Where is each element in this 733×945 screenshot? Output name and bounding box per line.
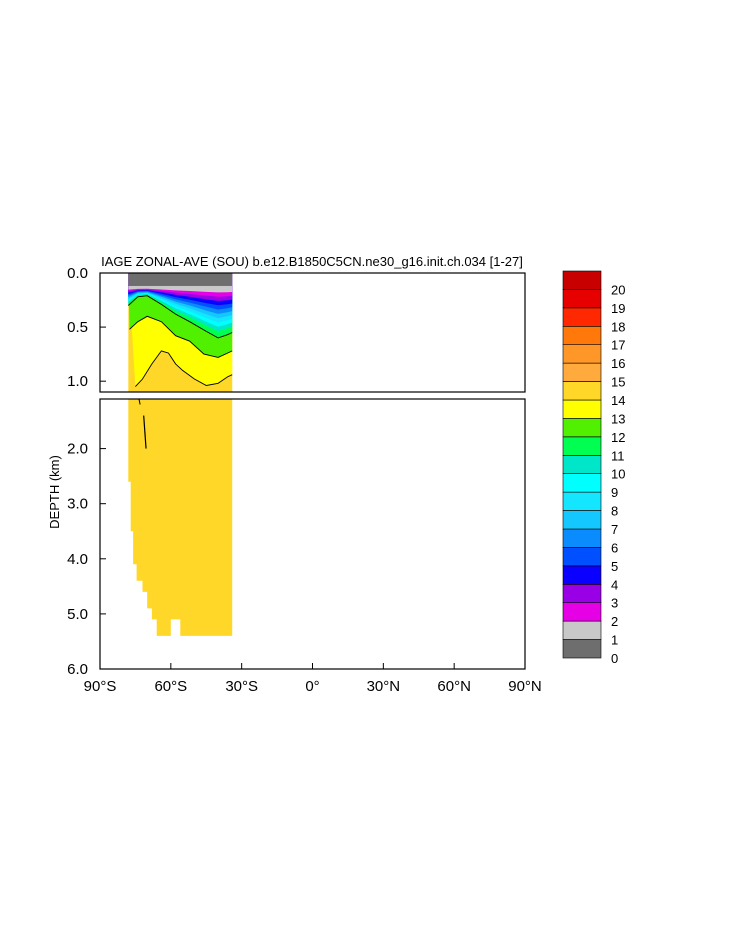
x-axis-ticks: 90°S 60°S 30°S 0° 30°N 60°N 90°N bbox=[84, 663, 542, 695]
colorbar-label: 13 bbox=[611, 411, 625, 426]
colorbar-label: 14 bbox=[611, 393, 625, 408]
colorbar-label: 1 bbox=[611, 633, 618, 648]
colorbar-swatch bbox=[562, 565, 602, 585]
bottom-contour-streak bbox=[138, 398, 141, 405]
colorbar-label: 7 bbox=[611, 522, 618, 537]
colorbar-label: 9 bbox=[611, 485, 618, 500]
colorbar-swatch bbox=[562, 639, 602, 659]
colorbar-swatch bbox=[562, 436, 602, 456]
x-tick-label: 60°N bbox=[437, 678, 471, 695]
y-tick-label: 3.0 bbox=[67, 496, 88, 513]
colorbar-label: 16 bbox=[611, 356, 625, 371]
colorbar-swatch bbox=[562, 547, 602, 567]
y-tick-label: 4.0 bbox=[67, 551, 88, 568]
colorbar-swatch bbox=[562, 473, 602, 493]
x-tick-label: 90°N bbox=[508, 678, 542, 695]
contour-line-13 bbox=[129, 315, 233, 358]
colorbar-swatch bbox=[562, 289, 602, 309]
bottom-contour-streak bbox=[143, 415, 147, 449]
colorbar-swatch bbox=[562, 344, 602, 364]
colorbar-swatch bbox=[562, 362, 602, 382]
y-tick-label: 5.0 bbox=[67, 606, 88, 623]
bottom-panel bbox=[99, 398, 526, 670]
colorbar-swatch bbox=[562, 528, 602, 548]
y-tick-label: 2.0 bbox=[67, 441, 88, 458]
colorbar-label: 15 bbox=[611, 375, 625, 390]
colorbar-label: 3 bbox=[611, 596, 618, 611]
x-tick-label: 30°N bbox=[367, 678, 401, 695]
contour-line-14 bbox=[135, 350, 233, 387]
colorbar-label: 20 bbox=[611, 282, 625, 297]
colorbar-label: 18 bbox=[611, 319, 625, 334]
colorbar-swatch bbox=[562, 399, 602, 419]
x-tick-label: 0° bbox=[305, 678, 319, 695]
colorbar-label: 17 bbox=[611, 338, 625, 353]
y-tick-label: 0.0 bbox=[67, 265, 88, 282]
colorbar-label: 6 bbox=[611, 540, 618, 555]
x-tick-label: 30°S bbox=[225, 678, 258, 695]
x-tick-label: 90°S bbox=[84, 678, 117, 695]
bottom-fill bbox=[128, 399, 233, 636]
top-panel bbox=[99, 272, 526, 393]
colorbar-label: 0 bbox=[611, 651, 618, 666]
colorbar-swatch bbox=[562, 418, 602, 438]
contour-line-12 bbox=[127, 295, 233, 339]
x-tick-label: 60°S bbox=[154, 678, 187, 695]
colorbar-label: 12 bbox=[611, 430, 625, 445]
colorbar-swatch bbox=[562, 307, 602, 327]
y-tick-label: 6.0 bbox=[67, 661, 88, 678]
y-tick-label: 1.0 bbox=[67, 373, 88, 390]
colorbar-swatch bbox=[562, 620, 602, 640]
colorbar-label: 2 bbox=[611, 614, 618, 629]
colorbar-swatch bbox=[562, 583, 602, 603]
colorbar-swatch bbox=[562, 454, 602, 474]
y-tick-label: 0.5 bbox=[67, 319, 88, 336]
colorbar-swatch bbox=[562, 381, 602, 401]
top-band-0 bbox=[128, 273, 233, 286]
colorbar-label: 4 bbox=[611, 577, 618, 592]
y-axis-label: DEPTH (km) bbox=[47, 455, 62, 529]
colorbar-label: 5 bbox=[611, 559, 618, 574]
colorbar-label: 19 bbox=[611, 301, 625, 316]
colorbar-swatch bbox=[562, 270, 602, 290]
colorbar-swatch bbox=[562, 602, 602, 622]
colorbar-label: 10 bbox=[611, 467, 625, 482]
y-axis-ticks: 0.0 0.5 1.0 2.0 3.0 4.0 5.0 6.0 bbox=[67, 265, 106, 678]
colorbar-swatch bbox=[562, 491, 602, 511]
colorbar-label: 11 bbox=[611, 448, 625, 463]
colorbar-swatch bbox=[562, 510, 602, 530]
chart-title: IAGE ZONAL-AVE (SOU) b.e12.B1850C5CN.ne3… bbox=[101, 254, 523, 269]
colorbar-label: 8 bbox=[611, 504, 618, 519]
top-panel-frame bbox=[99, 272, 526, 393]
colorbar-swatch bbox=[562, 325, 602, 345]
